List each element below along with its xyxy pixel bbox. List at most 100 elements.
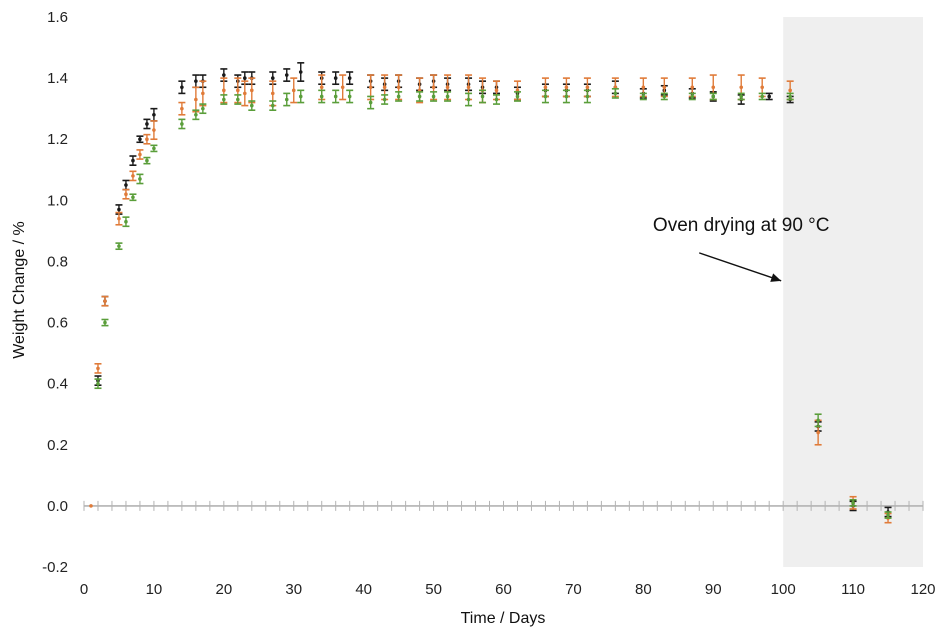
data-point [145, 122, 149, 126]
data-point [613, 91, 618, 96]
data-point [298, 70, 303, 74]
data-point [201, 106, 205, 111]
data-point [124, 183, 128, 187]
data-point [886, 513, 890, 517]
data-point [494, 97, 499, 102]
data-point [270, 103, 275, 108]
data-point [396, 85, 401, 90]
oven-drying-region [783, 17, 923, 567]
data-point [236, 97, 240, 102]
x-tick-label: 20 [215, 581, 232, 598]
data-point [145, 158, 149, 163]
data-point [117, 244, 121, 248]
data-point [641, 85, 646, 90]
series-1 [94, 62, 892, 518]
y-tick-label: 1.2 [47, 131, 68, 148]
data-point [347, 76, 352, 80]
x-tick-label: 30 [285, 581, 302, 598]
data-point [662, 94, 667, 99]
y-tick-label: 0.6 [47, 315, 68, 332]
data-point [662, 85, 667, 90]
x-tick-label: 60 [495, 581, 512, 598]
data-point [270, 91, 275, 96]
data-point [96, 381, 100, 386]
y-tick-label: 1.4 [47, 70, 68, 87]
data-point [396, 94, 401, 99]
x-tick-label: 100 [771, 581, 796, 598]
data-point [117, 207, 121, 212]
data-point [194, 79, 198, 83]
data-point [152, 112, 156, 117]
data-point [340, 85, 345, 90]
data-point [103, 320, 107, 325]
data-point [543, 94, 548, 99]
data-point [564, 94, 569, 99]
data-point [152, 128, 156, 132]
data-point [250, 103, 254, 108]
data-point [480, 94, 485, 99]
data-point [236, 88, 240, 93]
data-point [138, 137, 142, 142]
data-point [180, 85, 184, 90]
data-point [382, 97, 387, 102]
annotation-text: Oven drying at 90 °C [653, 215, 830, 236]
y-tick-label: 0.4 [47, 376, 68, 393]
data-point [333, 94, 338, 99]
x-tick-label: 10 [146, 581, 163, 598]
y-tick-label: 1.6 [47, 9, 68, 26]
data-point [641, 94, 646, 99]
data-point [319, 85, 324, 90]
data-point [131, 174, 135, 178]
data-point [284, 97, 289, 102]
data-point [222, 97, 226, 102]
x-axis-title: Time / Days [461, 610, 546, 627]
data-point [739, 94, 744, 99]
data-point [711, 85, 716, 90]
x-tick-label: 120 [910, 581, 935, 598]
x-tick-label: 80 [635, 581, 652, 598]
data-point [851, 501, 855, 505]
data-point [243, 76, 247, 80]
data-point [543, 85, 548, 90]
x-tick-label: 110 [841, 581, 865, 598]
data-point [270, 76, 275, 80]
x-tick-label: 0 [80, 581, 88, 598]
data-point [124, 219, 128, 224]
y-axis-title: Weight Change / % [11, 221, 28, 359]
data-point [201, 91, 205, 96]
data-point [291, 88, 296, 93]
data-point [767, 94, 771, 99]
data-point [585, 94, 590, 99]
data-point [96, 366, 100, 371]
data-point [417, 94, 422, 99]
data-point [760, 85, 764, 90]
data-point [194, 97, 198, 102]
data-point [180, 106, 184, 111]
data-point [368, 85, 373, 90]
data-point [222, 73, 226, 77]
data-point [431, 85, 436, 90]
data-point [138, 152, 142, 157]
x-tick-label: 90 [705, 581, 722, 598]
data-point [250, 88, 254, 93]
data-point [131, 195, 135, 200]
data-point [760, 94, 764, 99]
data-point [368, 100, 373, 105]
data-point [515, 94, 520, 99]
data-point [382, 85, 387, 90]
data-point [445, 85, 450, 90]
data-point [816, 418, 820, 423]
data-point [194, 112, 198, 117]
series-2 [89, 74, 892, 524]
data-point [690, 85, 695, 90]
data-point [816, 430, 820, 435]
data-point [466, 85, 471, 90]
data-point [564, 85, 569, 90]
data-point [788, 94, 792, 99]
y-tick-label: 0.0 [47, 498, 68, 515]
data-point [89, 504, 93, 508]
x-tick-label: 40 [355, 581, 372, 598]
data-point [431, 94, 436, 99]
annotation-arrowhead [770, 273, 782, 282]
